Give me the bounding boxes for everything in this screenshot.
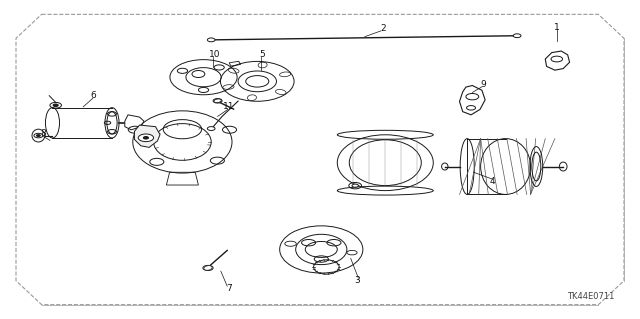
Circle shape — [143, 137, 148, 139]
Text: 3: 3 — [355, 276, 360, 285]
Ellipse shape — [214, 99, 221, 103]
Text: 1: 1 — [554, 23, 559, 32]
Circle shape — [53, 104, 58, 107]
Circle shape — [213, 99, 222, 103]
Polygon shape — [460, 85, 485, 115]
Circle shape — [551, 56, 563, 62]
Circle shape — [466, 93, 479, 100]
Text: 6: 6 — [90, 91, 95, 100]
Ellipse shape — [192, 70, 205, 78]
Text: 2: 2 — [380, 24, 385, 33]
Polygon shape — [134, 125, 160, 147]
Circle shape — [34, 133, 43, 138]
Text: 11: 11 — [223, 102, 235, 111]
Circle shape — [207, 127, 215, 130]
Text: 10: 10 — [209, 50, 220, 59]
Circle shape — [128, 121, 134, 124]
Text: 4: 4 — [490, 177, 495, 186]
Text: 7: 7 — [227, 284, 232, 293]
Polygon shape — [545, 51, 570, 70]
Text: 9: 9 — [481, 80, 486, 89]
Circle shape — [467, 106, 476, 110]
Text: 8: 8 — [41, 130, 46, 138]
Circle shape — [207, 38, 215, 42]
Text: 5: 5 — [260, 50, 265, 59]
Circle shape — [138, 134, 154, 142]
Ellipse shape — [204, 266, 212, 270]
Circle shape — [203, 265, 213, 271]
Polygon shape — [125, 115, 144, 130]
Text: TK44E0711: TK44E0711 — [567, 293, 614, 301]
Circle shape — [36, 135, 40, 137]
Circle shape — [513, 34, 521, 38]
Circle shape — [352, 184, 358, 187]
